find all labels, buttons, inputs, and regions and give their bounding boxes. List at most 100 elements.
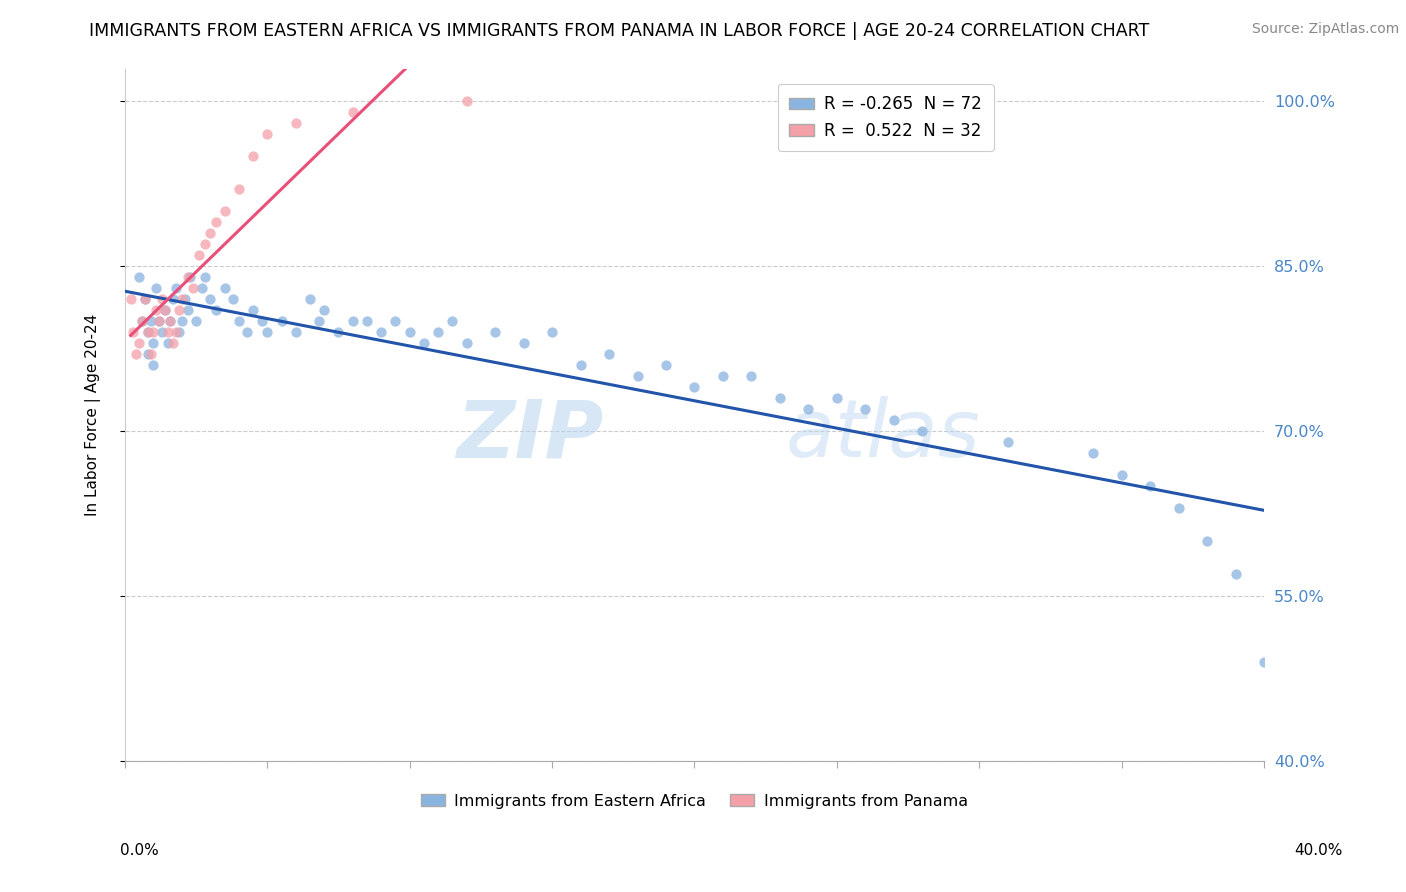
Point	[125, 347, 148, 361]
Point	[139, 314, 162, 328]
Point	[222, 292, 245, 306]
Point	[683, 380, 706, 394]
Point	[484, 325, 506, 339]
Point	[162, 292, 184, 306]
Point	[214, 281, 236, 295]
Point	[153, 303, 176, 318]
Point	[148, 314, 170, 328]
Point	[170, 314, 193, 328]
Point	[122, 325, 145, 339]
Point	[250, 314, 273, 328]
Point	[456, 336, 478, 351]
Point	[176, 270, 198, 285]
Point	[191, 281, 214, 295]
Point	[1225, 566, 1247, 581]
Point	[441, 314, 464, 328]
Text: IMMIGRANTS FROM EASTERN AFRICA VS IMMIGRANTS FROM PANAMA IN LABOR FORCE | AGE 20: IMMIGRANTS FROM EASTERN AFRICA VS IMMIGR…	[89, 22, 1149, 40]
Point	[711, 369, 734, 384]
Point	[136, 325, 159, 339]
Point	[236, 325, 259, 339]
Point	[598, 347, 620, 361]
Point	[136, 347, 159, 361]
Point	[142, 358, 165, 372]
Point	[142, 325, 165, 339]
Point	[139, 347, 162, 361]
Point	[145, 303, 167, 318]
Point	[214, 204, 236, 219]
Point	[825, 391, 848, 405]
Point	[256, 325, 278, 339]
Point	[569, 358, 592, 372]
Point	[655, 358, 678, 372]
Point	[284, 116, 307, 130]
Point	[256, 128, 278, 142]
Point	[242, 149, 264, 163]
Text: 0.0%: 0.0%	[120, 843, 159, 858]
Point	[194, 237, 217, 252]
Point	[120, 292, 142, 306]
Point	[413, 336, 436, 351]
Point	[184, 314, 207, 328]
Point	[541, 325, 564, 339]
Point	[242, 303, 264, 318]
Point	[194, 270, 217, 285]
Point	[148, 314, 170, 328]
Point	[145, 281, 167, 295]
Text: 40.0%: 40.0%	[1295, 843, 1343, 858]
Text: Source: ZipAtlas.com: Source: ZipAtlas.com	[1251, 22, 1399, 37]
Point	[298, 292, 321, 306]
Point	[170, 292, 193, 306]
Point	[328, 325, 350, 339]
Point	[427, 325, 450, 339]
Legend: Immigrants from Eastern Africa, Immigrants from Panama: Immigrants from Eastern Africa, Immigran…	[415, 788, 974, 815]
Point	[142, 336, 165, 351]
Point	[131, 314, 153, 328]
Point	[136, 325, 159, 339]
Point	[1167, 501, 1189, 516]
Point	[173, 292, 195, 306]
Point	[165, 281, 187, 295]
Point	[153, 303, 176, 318]
Point	[156, 325, 179, 339]
Point	[883, 413, 905, 427]
Point	[159, 314, 181, 328]
Point	[167, 325, 190, 339]
Point	[128, 270, 150, 285]
Y-axis label: In Labor Force | Age 20-24: In Labor Force | Age 20-24	[86, 313, 101, 516]
Point	[176, 303, 198, 318]
Point	[1253, 655, 1275, 669]
Point	[314, 303, 336, 318]
Point	[165, 325, 187, 339]
Point	[179, 270, 201, 285]
Point	[356, 314, 378, 328]
Point	[797, 402, 820, 417]
Point	[134, 292, 156, 306]
Point	[205, 215, 228, 229]
Point	[270, 314, 292, 328]
Point	[150, 292, 173, 306]
Point	[370, 325, 392, 339]
Point	[456, 95, 478, 109]
Point	[853, 402, 876, 417]
Point	[134, 292, 156, 306]
Point	[997, 435, 1019, 450]
Point	[769, 391, 792, 405]
Point	[200, 227, 222, 241]
Point	[181, 281, 204, 295]
Point	[1139, 479, 1161, 493]
Point	[150, 325, 173, 339]
Point	[626, 369, 648, 384]
Point	[1197, 533, 1219, 548]
Point	[342, 314, 364, 328]
Point	[740, 369, 762, 384]
Point	[156, 336, 179, 351]
Point	[911, 424, 934, 438]
Point	[228, 182, 250, 196]
Point	[1083, 446, 1105, 460]
Point	[159, 314, 181, 328]
Text: ZIP: ZIP	[456, 396, 603, 475]
Point	[228, 314, 250, 328]
Point	[384, 314, 406, 328]
Point	[1111, 468, 1133, 483]
Point	[167, 303, 190, 318]
